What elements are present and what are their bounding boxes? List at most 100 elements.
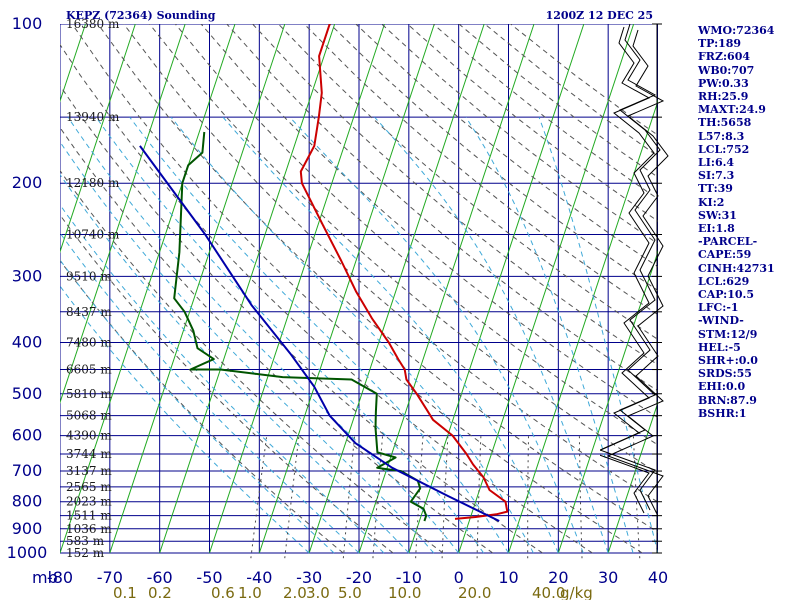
moist-adiabat	[60, 259, 335, 554]
isotherm-line	[60, 24, 136, 254]
mixing-ratio-label: 2.0	[283, 584, 307, 600]
moist-adiabat	[465, 116, 634, 554]
mixing-ratio-line	[441, 435, 449, 560]
isotherm-line	[159, 24, 336, 554]
height-label: 5068 m	[66, 409, 112, 423]
mixing-ratio-label: 10.0	[388, 584, 421, 600]
dry-adiabat	[252, 24, 658, 366]
index-entry: FRZ:604	[698, 50, 751, 64]
index-entry: TH:5658	[698, 116, 752, 130]
index-entry: PW:0.33	[698, 76, 749, 90]
moist-adiabat	[60, 232, 360, 554]
index-entry: TT:39	[698, 182, 733, 196]
temperature-tick-label: 10	[498, 568, 518, 587]
index-entry: WB0:707	[698, 63, 755, 77]
pressure-tick-label: 800	[12, 492, 43, 511]
index-entry: LCL:752	[698, 142, 750, 156]
moist-adiabat	[170, 116, 534, 554]
isotherm-line	[607, 400, 658, 554]
height-label: 3744 m	[66, 447, 112, 461]
dry-adiabat	[381, 24, 658, 245]
mixing-ratio-line	[372, 435, 384, 560]
moist-adiabat	[538, 117, 658, 554]
index-entry: SRDS:55	[698, 367, 752, 381]
moist-adiabat	[60, 173, 410, 554]
isotherm-line	[408, 24, 585, 554]
isotherm-line	[557, 250, 658, 554]
mixing-ratio-line	[578, 435, 583, 560]
mixing-ratio-label: 3.0	[306, 584, 330, 600]
pressure-tick-label: 1000	[7, 543, 48, 562]
height-label: 8437 m	[66, 305, 112, 319]
index-entry: CAP:10.5	[698, 288, 755, 302]
dry-adiabat	[60, 169, 444, 554]
temperature-tick-label: 40	[648, 568, 668, 587]
mixing-ratio-line	[632, 435, 641, 560]
mixing-ratio-line	[342, 435, 356, 560]
height-label: 1036 m	[66, 522, 112, 536]
height-label: 10740 m	[66, 228, 120, 242]
pressure-tick-label: 500	[12, 384, 43, 403]
index-entry: EI:1.8	[698, 222, 735, 236]
index-entry: LI:6.4	[698, 156, 735, 170]
dry-adiabat	[303, 24, 658, 316]
profiles	[139, 24, 509, 522]
height-label: 7480 m	[66, 335, 112, 349]
temperature-tick-label: 20	[548, 568, 568, 587]
stability-indices-panel: WMO:72364 TP:189 FRZ:604 WB0:707 PW:0.33 RH:2…	[698, 24, 798, 420]
dry-adiabat	[97, 24, 658, 533]
y-axis-unit-label: mb	[32, 568, 58, 587]
index-entry: BRN:87.9	[698, 393, 757, 407]
temperature-tick-label: -20	[346, 568, 372, 587]
height-label: 9510 m	[66, 269, 112, 283]
index-entry: STM:12/9	[698, 327, 758, 341]
pressure-tick-label: 900	[12, 519, 43, 538]
pressure-tick-label: 400	[12, 332, 43, 351]
moist-adiabat	[289, 116, 584, 554]
index-entry: BSHR:1	[698, 406, 747, 420]
index-entry: KI:2	[698, 195, 725, 209]
temperature-line	[299, 24, 509, 520]
isotherm-line	[109, 24, 286, 554]
mixing-ratio-line	[415, 435, 424, 560]
index-entry: LFC:-1	[698, 301, 739, 315]
index-entry: SW:31	[698, 208, 737, 222]
temperature-tick-label: -80	[47, 568, 73, 587]
wind-profile	[600, 23, 669, 554]
height-label: 1511 m	[66, 509, 112, 523]
dry-adiabat	[329, 24, 658, 292]
mixing-ratio-line	[284, 435, 300, 560]
moist-adiabat	[60, 203, 385, 554]
mixing-ratio-label: 40.0	[532, 584, 565, 600]
index-entry: L57:8.3	[698, 129, 745, 143]
index-entry: WMO:72364	[698, 24, 775, 37]
mixing-ratio-label: g/kg	[560, 584, 593, 600]
moist-adiabat	[67, 116, 460, 554]
moist-adiabat	[222, 116, 559, 554]
mixing-ratio-lines	[250, 435, 641, 560]
temperature-tick-label: -60	[147, 568, 173, 587]
temperature-tick-label: -50	[196, 568, 222, 587]
index-entry: LCL:629	[698, 274, 750, 288]
mixing-ratio-line	[527, 435, 529, 560]
pressure-tick-label: 200	[12, 173, 43, 192]
dry-adiabat	[60, 259, 344, 554]
height-label: 3137 m	[66, 464, 112, 478]
height-label: 583 m	[66, 534, 105, 548]
index-entry: EHI:0.0	[698, 380, 746, 394]
mixing-ratio-label: 20.0	[458, 584, 491, 600]
height-label: 2565 m	[66, 480, 112, 494]
dry-adiabat	[60, 126, 494, 554]
index-entry: SHR+:0.0	[698, 354, 758, 368]
height-label: 2023 m	[66, 495, 112, 509]
dry-adiabat	[60, 214, 394, 554]
mixing-ratio-line	[476, 435, 482, 560]
height-label: 16380 m	[66, 17, 120, 31]
dry-adiabat	[60, 43, 593, 554]
temperature-tick-label: -30	[296, 568, 322, 587]
dewpoint-line	[173, 131, 428, 522]
mixing-ratio-label: 0.1	[113, 584, 137, 600]
